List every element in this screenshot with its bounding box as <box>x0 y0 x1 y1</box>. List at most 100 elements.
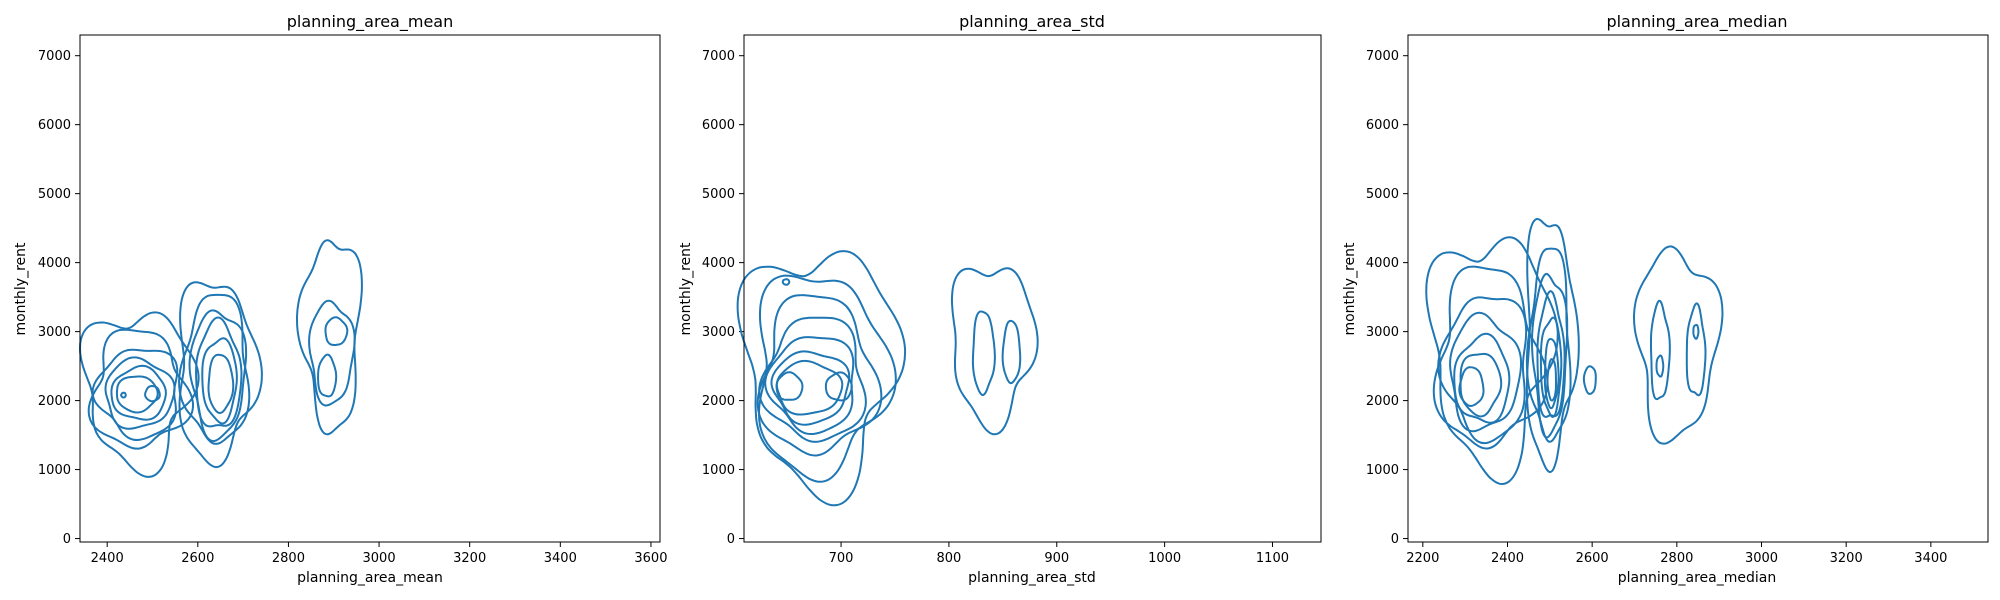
x-tick-label: 2200 <box>1406 551 1439 566</box>
y-tick-label: 7000 <box>702 49 735 64</box>
density-contour <box>79 311 200 478</box>
density-contour <box>110 364 167 421</box>
y-tick-label: 2000 <box>38 394 71 409</box>
y-tick-label: 3000 <box>38 325 71 340</box>
density-contour <box>1525 217 1580 474</box>
density-contour <box>950 267 1039 436</box>
density-contour <box>317 353 338 398</box>
x-tick-label: 2800 <box>1660 551 1693 566</box>
density-contour <box>144 385 161 403</box>
y-tick-label: 4000 <box>702 256 735 271</box>
y-tick-label: 1000 <box>702 463 735 478</box>
y-tick-label: 3000 <box>702 325 735 340</box>
density-contour <box>758 316 867 443</box>
density-contour <box>1458 366 1485 407</box>
density-contour <box>775 371 804 401</box>
y-tick-label: 3000 <box>1366 325 1399 340</box>
chart-title: planning_area_median <box>1606 12 1787 32</box>
y-tick-label: 1000 <box>1366 463 1399 478</box>
x-tick-label: 3400 <box>1914 551 1947 566</box>
y-tick-label: 4000 <box>38 256 71 271</box>
x-tick-label: 2600 <box>1576 551 1609 566</box>
y-tick-label: 5000 <box>1366 187 1399 202</box>
density-contour <box>1543 338 1560 410</box>
plot-frame <box>743 34 1322 543</box>
density-contour <box>104 356 176 430</box>
density-contour <box>324 316 349 346</box>
density-contour <box>1449 311 1523 433</box>
x-axis-label: planning_area_median <box>1618 570 1776 586</box>
density-contour <box>1655 354 1665 378</box>
y-axis-label: monthly_rent <box>13 242 29 336</box>
density-contour <box>178 293 251 445</box>
density-contours <box>1425 217 1724 485</box>
x-tick-label: 800 <box>937 551 962 566</box>
axis-ticks: 700 800 900 1000 1100 0 1000 2000 3000 4000 5000 60… <box>702 49 1289 566</box>
density-contour <box>1582 365 1597 395</box>
density-contour <box>1539 316 1563 418</box>
density-contour <box>756 294 883 457</box>
y-tick-label: 0 <box>727 532 735 547</box>
density-contour <box>736 250 907 507</box>
density-contour <box>178 281 263 469</box>
y-tick-label: 7000 <box>1366 49 1399 64</box>
x-tick-label: 1100 <box>1256 551 1289 566</box>
density-contour <box>295 239 363 436</box>
density-contour <box>195 316 243 428</box>
y-tick-label: 7000 <box>38 49 71 64</box>
x-tick-label: 2400 <box>1491 551 1524 566</box>
y-tick-label: 5000 <box>702 187 735 202</box>
density-contour <box>188 309 248 443</box>
y-axis-label: monthly_rent <box>1342 242 1358 336</box>
density-contour <box>1650 299 1671 401</box>
plot-frame <box>1407 34 1989 543</box>
density-contour <box>308 299 356 407</box>
density-contour <box>1685 302 1707 397</box>
y-tick-label: 6000 <box>1366 118 1399 133</box>
x-tick-label: 3200 <box>453 551 486 566</box>
x-tick-label: 3600 <box>634 551 667 566</box>
density-contour <box>764 336 855 436</box>
density-contours <box>736 250 1039 507</box>
x-tick-label: 3000 <box>1745 551 1778 566</box>
density-contour <box>1525 247 1572 443</box>
subplot-median: planning_area_median planning_area_media… <box>1342 12 1989 586</box>
density-contour <box>1425 236 1559 485</box>
y-tick-label: 6000 <box>38 118 71 133</box>
density-contour <box>1536 290 1566 418</box>
y-tick-label: 4000 <box>1366 256 1399 271</box>
density-contour <box>1531 272 1569 439</box>
density-contour <box>1546 358 1557 402</box>
y-tick-label: 6000 <box>702 118 735 133</box>
y-tick-label: 1000 <box>38 463 71 478</box>
y-tick-label: 0 <box>63 532 71 547</box>
x-axis-label: planning_area_std <box>968 570 1096 586</box>
x-tick-label: 1000 <box>1148 551 1181 566</box>
x-tick-label: 700 <box>829 551 854 566</box>
subplot-mean: planning_area_mean planning_area_mean mo… <box>13 12 667 586</box>
density-contour <box>120 391 127 399</box>
axis-ticks: 2200 2400 2600 2800 3000 3200 3400 0 1000 2000 300… <box>1366 49 1947 566</box>
subplot-std: planning_area_std planning_area_std mont… <box>678 12 1322 586</box>
y-tick-label: 2000 <box>702 394 735 409</box>
density-contour <box>971 310 996 397</box>
axis-ticks: 2400 2600 2800 3000 3200 3400 3600 0 1000 2000 300… <box>38 49 668 566</box>
x-tick-label: 2600 <box>181 551 214 566</box>
density-contours <box>79 239 363 478</box>
density-contour <box>207 353 235 414</box>
density-contour <box>1453 332 1511 424</box>
x-tick-label: 900 <box>1044 551 1069 566</box>
y-tick-label: 0 <box>1391 532 1399 547</box>
chart-title: planning_area_mean <box>287 12 453 32</box>
density-contour <box>115 375 159 414</box>
y-tick-label: 5000 <box>38 187 71 202</box>
density-contour <box>1632 245 1724 445</box>
x-tick-label: 2800 <box>272 551 305 566</box>
density-contour <box>87 328 195 450</box>
y-axis-label: monthly_rent <box>678 242 694 336</box>
x-tick-label: 2400 <box>91 551 124 566</box>
x-tick-label: 3200 <box>1830 551 1863 566</box>
y-tick-label: 2000 <box>1366 394 1399 409</box>
